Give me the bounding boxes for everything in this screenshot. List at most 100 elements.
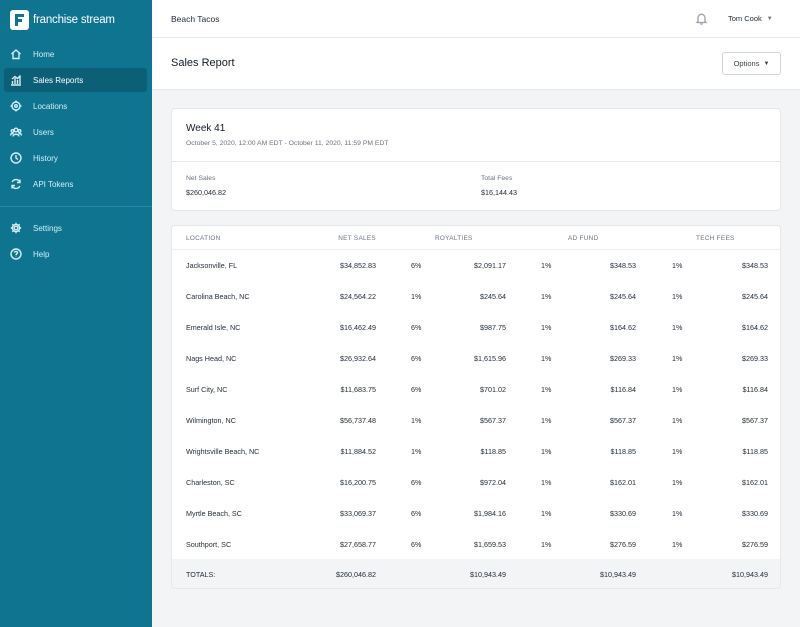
cell-ad-fund: $276.59 (610, 540, 636, 549)
cell-ad-fund-rate: 1% (541, 509, 552, 518)
table-row[interactable]: Wilmington, NC $56,737.48 1% $567.37 1% $567.… (172, 405, 780, 436)
sidebar-divider (0, 206, 152, 207)
table-row[interactable]: Jacksonville, FL $34,852.83 6% $2,091.17 1% $… (172, 250, 780, 281)
totals-net-sales: $260,046.82 (336, 570, 376, 579)
cell-location: Emerald Isle, NC (186, 323, 241, 332)
cell-royalties: $1,659.53 (474, 540, 506, 549)
cell-location: Surf City, NC (186, 385, 228, 394)
cell-ad-fund-rate: 1% (541, 385, 552, 394)
cell-royalties: $987.75 (480, 323, 506, 332)
sidebar-item-label: API Tokens (33, 179, 74, 189)
cell-tech-fees: $162.01 (742, 478, 768, 487)
help-icon (9, 248, 22, 261)
sidebar-item-label: Users (33, 127, 54, 137)
home-icon (9, 48, 22, 61)
cell-ad-fund-rate: 1% (541, 447, 552, 456)
sidebar-item-label: Locations (33, 101, 68, 111)
cell-ad-fund: $245.64 (610, 292, 636, 301)
table-row[interactable]: Myrtle Beach, SC $33,069.37 6% $1,984.16 1% $… (172, 498, 780, 529)
cell-location: Myrtle Beach, SC (186, 509, 242, 518)
cell-ad-fund-rate: 1% (541, 323, 552, 332)
user-name: Tom Cook (728, 14, 762, 23)
app-name: franchise stream (33, 14, 115, 26)
cell-tech-fee-rate: 1% (672, 354, 683, 363)
cell-royalty-rate: 1% (411, 447, 422, 456)
sidebar-item-sales-reports[interactable]: Sales Reports (4, 68, 147, 92)
cell-net-sales: $27,658.77 (340, 540, 376, 549)
cell-royalty-rate: 1% (411, 416, 422, 425)
cell-royalties: $972.04 (480, 478, 506, 487)
top-bar: Beach Tacos Tom Cook ▼ (152, 0, 800, 38)
cell-tech-fee-rate: 1% (672, 385, 683, 394)
column-header-ad-fund: AD FUND (568, 235, 599, 242)
cell-ad-fund: $162.01 (610, 478, 636, 487)
cell-royalty-rate: 6% (411, 540, 422, 549)
options-button[interactable]: Options ▼ (722, 52, 781, 75)
options-label: Options (733, 59, 760, 68)
table-row[interactable]: Carolina Beach, NC $24,564.22 1% $245.64 1% $… (172, 281, 780, 312)
totals-royalties: $10,943.49 (470, 570, 506, 579)
week-summary-card: Week 41 October 5, 2020, 12:00 AM EDT - … (171, 108, 781, 211)
week-date-range: October 5, 2020, 12:00 AM EDT - October … (186, 140, 389, 147)
cell-royalties: $245.64 (480, 292, 506, 301)
sidebar-item-settings[interactable]: Settings (4, 216, 147, 240)
cell-royalty-rate: 6% (411, 478, 422, 487)
cell-location: Charleston, SC (186, 478, 235, 487)
user-menu[interactable]: Tom Cook ▼ (728, 14, 773, 23)
cell-location: Southport, SC (186, 540, 232, 549)
table-row[interactable]: Wrightsville Beach, NC $11,884.52 1% $118.8… (172, 436, 780, 467)
totals-label: TOTALS: (186, 570, 216, 579)
gear-icon (9, 222, 22, 235)
cell-tech-fees: $276.59 (742, 540, 768, 549)
table-totals-row: TOTALS: $260,046.82 $10,943.49 $10,943.4… (172, 559, 780, 588)
sidebar-item-home[interactable]: Home (4, 42, 147, 66)
cell-location: Nags Head, NC (186, 354, 237, 363)
cell-ad-fund: $118.85 (610, 447, 636, 456)
sales-table: LOCATION NET SALES ROYALTIES AD FUND TEC… (171, 225, 781, 589)
sidebar-item-help[interactable]: Help (4, 242, 147, 266)
totals-ad-fund: $10,943.49 (600, 570, 636, 579)
table-row[interactable]: Charleston, SC $16,200.75 6% $972.04 1% $162.… (172, 467, 780, 498)
cell-net-sales: $56,737.48 (340, 416, 376, 425)
cell-royalty-rate: 6% (411, 354, 422, 363)
chart-icon (9, 74, 22, 87)
cell-tech-fee-rate: 1% (672, 509, 683, 518)
cell-royalty-rate: 6% (411, 323, 422, 332)
cell-ad-fund-rate: 1% (541, 540, 552, 549)
cell-location: Carolina Beach, NC (186, 292, 250, 301)
cell-tech-fee-rate: 1% (672, 261, 683, 270)
sidebar-item-api-tokens[interactable]: API Tokens (4, 172, 147, 196)
cell-net-sales: $16,462.49 (340, 323, 376, 332)
table-row[interactable]: Nags Head, NC $26,932.64 6% $1,615.96 1% $269… (172, 343, 780, 374)
sidebar-item-locations[interactable]: Locations (4, 94, 147, 118)
cell-royalty-rate: 1% (411, 292, 422, 301)
cell-tech-fees: $116.84 (742, 385, 768, 394)
sidebar-item-label: History (33, 153, 58, 163)
cell-royalties: $118.85 (480, 447, 506, 456)
cell-net-sales: $11,683.75 (340, 385, 376, 394)
table-row[interactable]: Emerald Isle, NC $16,462.49 6% $987.75 1% $16… (172, 312, 780, 343)
bell-icon[interactable] (695, 12, 709, 26)
cell-tech-fees: $348.53 (742, 261, 768, 270)
table-row[interactable]: Southport, SC $27,658.77 6% $1,659.53 1% $276… (172, 529, 780, 560)
sidebar-item-label: Help (33, 249, 50, 259)
totals-tech-fees: $10,943.49 (732, 570, 768, 579)
table-row[interactable]: Surf City, NC $11,683.75 6% $701.02 1% $116.8… (172, 374, 780, 405)
total-fees-label: Total Fees (481, 175, 513, 182)
sidebar-item-users[interactable]: Users (4, 120, 147, 144)
cell-net-sales: $34,852.83 (340, 261, 376, 270)
cell-royalty-rate: 6% (411, 261, 422, 270)
cell-location: Wilmington, NC (186, 416, 236, 425)
sidebar-item-label: Sales Reports (33, 75, 84, 85)
cell-royalties: $1,984.16 (474, 509, 506, 518)
sidebar-item-history[interactable]: History (4, 146, 147, 170)
cell-tech-fees: $567.37 (742, 416, 768, 425)
logo[interactable]: franchise stream (10, 10, 115, 30)
cell-location: Wrightsville Beach, NC (186, 447, 260, 456)
users-icon (9, 126, 22, 139)
cell-ad-fund-rate: 1% (541, 354, 552, 363)
page-header: Sales Report Options ▼ (152, 38, 800, 90)
cell-net-sales: $11,884.52 (340, 447, 376, 456)
cell-tech-fee-rate: 1% (672, 416, 683, 425)
cell-tech-fee-rate: 1% (672, 292, 683, 301)
